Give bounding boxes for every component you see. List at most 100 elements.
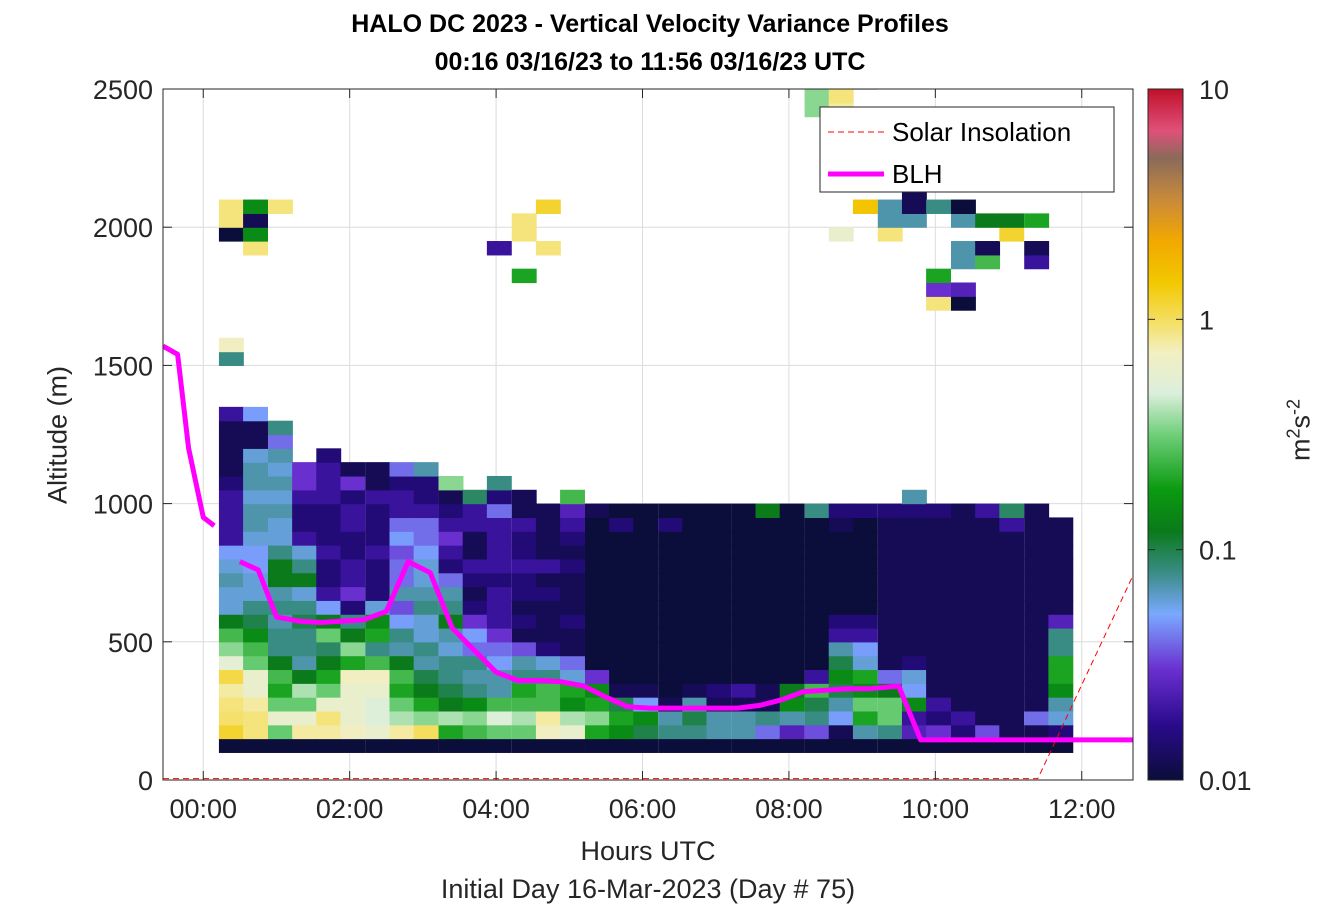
heatmap-cell [999, 545, 1025, 560]
heatmap-cell [658, 517, 684, 532]
heatmap-cell [852, 600, 878, 615]
heatmap-cell [951, 558, 976, 574]
heatmap-cell [779, 558, 805, 574]
heatmap-cell [1048, 614, 1074, 629]
heatmap-cell [999, 641, 1025, 657]
heatmap-cell [779, 614, 805, 629]
heatmap-cell [292, 724, 318, 740]
y-tick-label: 0 [138, 766, 153, 796]
heatmap-cell [316, 724, 342, 740]
heatmap-cell [951, 683, 976, 698]
heatmap-cell [511, 614, 537, 629]
heatmap-cell [486, 489, 512, 505]
heatmap-cell [267, 558, 293, 574]
heatmap-cell [267, 572, 293, 588]
heatmap-cell [682, 600, 708, 615]
heatmap-cell [877, 213, 903, 228]
heatmap-cell [877, 710, 903, 726]
heatmap-cell [218, 697, 244, 712]
heatmap-cell [413, 669, 439, 684]
heatmap-cell [560, 586, 585, 601]
heatmap-cell [901, 572, 927, 588]
heatmap-cell [901, 683, 927, 698]
legend-label: BLH [892, 159, 943, 189]
heatmap-cell [316, 517, 342, 532]
heatmap-cell [438, 572, 464, 588]
chart-title: HALO DC 2023 - Vertical Velocity Varianc… [351, 10, 949, 38]
heatmap-cell [877, 199, 903, 214]
heatmap-cell [316, 683, 342, 698]
heatmap-cell [779, 641, 805, 657]
heatmap-cell [486, 641, 512, 657]
heatmap-cell [975, 545, 1001, 560]
heatmap-cell [731, 724, 757, 740]
heatmap-cell [243, 434, 268, 449]
heatmap-cell [609, 655, 635, 671]
heatmap-cell [633, 545, 659, 560]
heatmap-cell [365, 572, 391, 588]
heatmap-cell [682, 669, 708, 684]
heatmap-cell [731, 627, 757, 643]
heatmap-cell [731, 683, 757, 698]
heatmap-cell [292, 586, 318, 601]
heatmap-cell [340, 517, 366, 532]
heatmap-cell [926, 697, 952, 712]
heatmap-cell [926, 600, 952, 615]
heatmap-cell [389, 724, 415, 740]
heatmap-cell [877, 227, 903, 242]
heatmap-cell [951, 241, 976, 256]
heatmap-cell [584, 641, 610, 657]
heatmap-cell [975, 669, 1001, 684]
heatmap-cell [755, 614, 781, 629]
heatmap-cell [1024, 545, 1050, 560]
heatmap-cell [486, 545, 512, 560]
heatmap-cell [511, 655, 537, 671]
heatmap-cell [779, 586, 805, 601]
heatmap-cell [804, 558, 830, 574]
heatmap-cell [267, 475, 293, 491]
heatmap-cell [292, 655, 318, 671]
heatmap-cell [779, 545, 805, 560]
heatmap-cell [218, 227, 244, 242]
heatmap-cell [462, 600, 488, 615]
heatmap-cell [926, 531, 952, 546]
heatmap-cell [951, 213, 976, 228]
heatmap-cell [804, 517, 830, 532]
heatmap-cell [609, 669, 635, 684]
heatmap-cell [243, 503, 268, 519]
heatmap-cell [316, 586, 342, 601]
heatmap-cell [413, 489, 439, 505]
heatmap-cell [365, 586, 391, 601]
heatmap-cell [486, 614, 512, 629]
heatmap-cell [389, 462, 415, 477]
colorbar-tick-label: 0.1 [1199, 536, 1237, 566]
heatmap-cell [755, 641, 781, 657]
heatmap-cell [975, 710, 1001, 726]
heatmap-cell [877, 655, 903, 671]
heatmap-cell [218, 420, 244, 436]
heatmap-cell [926, 614, 952, 629]
heatmap-cell [852, 572, 878, 588]
heatmap-cell [804, 724, 830, 740]
heatmap-cell [999, 655, 1025, 671]
heatmap-cell [731, 600, 757, 615]
heatmap-cell [365, 627, 391, 643]
heatmap-cell [755, 600, 781, 615]
heatmap-cell [243, 614, 268, 629]
heatmap-cell [365, 489, 391, 505]
heatmap-cell [658, 710, 684, 726]
heatmap-cell [926, 558, 952, 574]
heatmap-cell [438, 586, 464, 601]
heatmap-cell [1024, 724, 1050, 740]
y-axis-label: Altitude (m) [42, 365, 73, 505]
heatmap-cell [926, 655, 952, 671]
heatmap-cell [658, 572, 684, 588]
heatmap-cell [316, 710, 342, 726]
heatmap-cell [535, 199, 561, 214]
heatmap-cell [560, 710, 585, 726]
heatmap-cell [218, 641, 244, 657]
heatmap-cell [267, 586, 293, 601]
heatmap-cell [706, 545, 732, 560]
heatmap-cell [731, 586, 757, 601]
